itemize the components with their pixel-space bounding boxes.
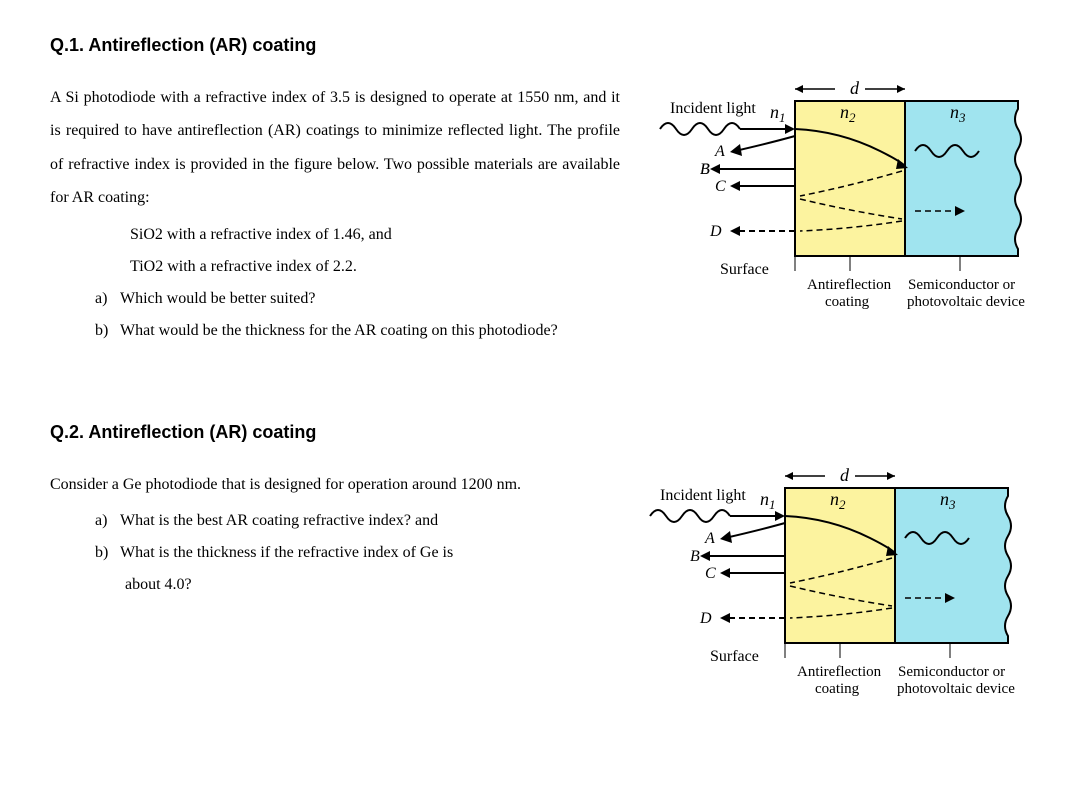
svg-text:D: D [709,223,722,240]
svg-text:Incident light: Incident light [670,100,756,117]
q2-title: Q.2. Antireflection (AR) coating [50,417,1030,448]
q1-para: A Si photodiode with a refractive index … [50,81,620,215]
svg-text:B: B [700,161,710,178]
svg-text:n1: n1 [770,102,786,125]
q1-mat1: SiO2 with a refractive index of 1.46, an… [130,219,620,251]
svg-text:C: C [705,565,716,582]
svg-text:Semiconductor or: Semiconductor or [908,277,1015,293]
svg-text:C: C [715,178,726,195]
svg-text:d: d [840,465,850,485]
q2-body: Consider a Ge photodiode that is designe… [50,468,1030,718]
svg-text:coating: coating [825,294,870,310]
svg-text:photovoltaic device: photovoltaic device [897,681,1015,697]
q2-diagram: d n1 n2 n3 Incident light A [630,458,1020,718]
q2-b-cont: about 4.0? [125,569,610,601]
q1-diagram: d n1 n2 n3 Incident light [640,71,1030,347]
q1-text: A Si photodiode with a refractive index … [50,81,620,347]
svg-text:coating: coating [815,681,860,697]
svg-text:Semiconductor or: Semiconductor or [898,664,1005,680]
svg-text:Incident light: Incident light [660,487,746,504]
svg-text:D: D [699,610,712,627]
q1-mat2: TiO2 with a refractive index of 2.2. [130,251,620,283]
svg-text:n1: n1 [760,489,776,512]
q1-body: A Si photodiode with a refractive index … [50,81,1030,347]
q1-title: Q.1. Antireflection (AR) coating [50,30,1030,61]
svg-text:d: d [850,78,860,98]
svg-text:Antireflection: Antireflection [797,664,882,680]
svg-text:B: B [690,548,700,565]
q2-b: b)What is the thickness if the refractiv… [95,537,610,569]
q1-a: a)Which would be better suited? [95,283,620,315]
q2-para: Consider a Ge photodiode that is designe… [50,468,610,502]
svg-text:A: A [714,143,725,160]
question-2: Q.2. Antireflection (AR) coating Conside… [50,417,1030,718]
q1-b: b)What would be the thickness for the AR… [95,315,620,347]
question-1: Q.1. Antireflection (AR) coating A Si ph… [50,30,1030,347]
svg-text:Antireflection: Antireflection [807,277,892,293]
svg-text:Surface: Surface [710,648,759,665]
q2-a: a)What is the best AR coating refractive… [95,505,610,537]
svg-text:photovoltaic device: photovoltaic device [907,294,1025,310]
svg-text:Surface: Surface [720,261,769,278]
svg-text:A: A [704,530,715,547]
q2-text: Consider a Ge photodiode that is designe… [50,468,610,718]
